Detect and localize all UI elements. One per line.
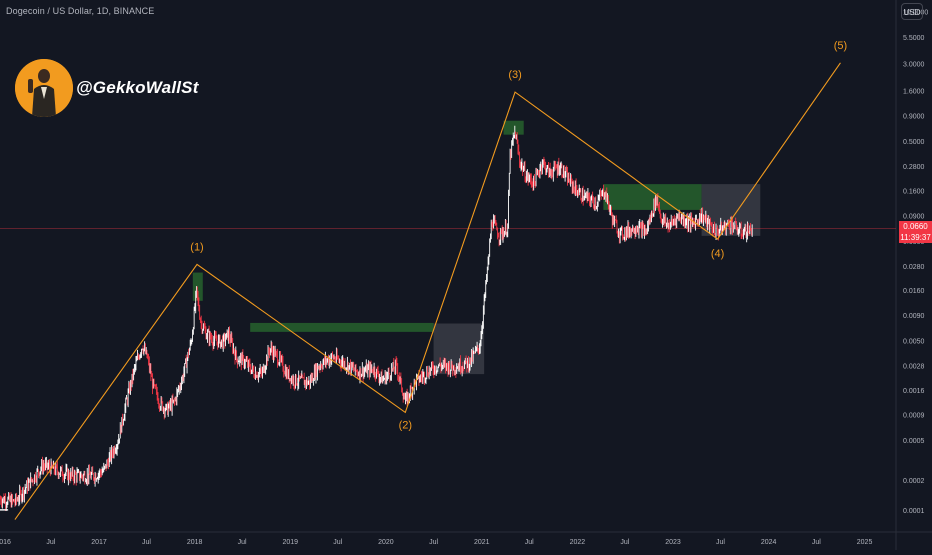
y-tick-label: 3.0000 <box>903 61 925 68</box>
x-tick-label: 2021 <box>474 539 490 546</box>
x-tick-label: 2020 <box>378 539 394 546</box>
y-tick-label: 0.0028 <box>903 364 925 371</box>
candle-countdown: 11:39:37 <box>900 233 931 242</box>
wave-label: (1) <box>190 241 203 253</box>
y-tick-label: 0.0160 <box>903 288 925 295</box>
x-tick-label: 2022 <box>570 539 586 546</box>
avatar-portrait-icon <box>15 59 73 117</box>
x-tick-label: Jul <box>429 539 438 546</box>
x-tick-label: Jul <box>525 539 534 546</box>
x-tick-label: 2018 <box>187 539 203 546</box>
y-tick-label: 10.0000 <box>903 9 928 16</box>
y-tick-label: 0.0005 <box>903 438 925 445</box>
y-tick-label: 0.9000 <box>903 114 925 121</box>
symbol-title: Dogecoin / US Dollar, 1D, BINANCE <box>6 6 155 16</box>
y-tick-label: 1.6000 <box>903 89 925 96</box>
last-price-value: 0.0660 <box>903 222 928 231</box>
y-tick-label: 0.0280 <box>903 264 925 271</box>
x-tick-label: Jul <box>46 539 55 546</box>
x-tick-label: 2024 <box>761 539 777 546</box>
wave-label: (2) <box>399 419 412 431</box>
elliott-wave-line <box>14 62 841 520</box>
y-tick-label: 0.2800 <box>903 164 925 171</box>
x-tick-label: Jul <box>333 539 342 546</box>
y-tick-label: 0.0050 <box>903 338 925 345</box>
x-tick-label: 2017 <box>91 539 107 546</box>
x-tick-label: Jul <box>716 539 725 546</box>
zone-green-1 <box>250 322 434 332</box>
y-tick-label: 0.0001 <box>903 508 925 515</box>
x-tick-label: 2019 <box>282 539 298 546</box>
x-tick-label: 2025 <box>857 539 873 546</box>
zone-green-4 <box>603 184 702 210</box>
wave-label: (4) <box>711 248 724 260</box>
last-price-badge: 0.0660 11:39:37 <box>899 221 932 243</box>
author-avatar <box>15 59 73 117</box>
wave-label: (5) <box>834 40 847 52</box>
author-handle: @GekkoWallSt <box>76 78 199 97</box>
x-tick-label: Jul <box>238 539 247 546</box>
x-tick-label: Jul <box>620 539 629 546</box>
y-tick-label: 0.0900 <box>903 213 925 220</box>
currency-button[interactable]: USD <box>901 3 923 20</box>
x-tick-label: 2023 <box>665 539 681 546</box>
y-tick-label: 5.5000 <box>903 35 925 42</box>
zone-green-3 <box>503 120 524 135</box>
x-tick-label: Jul <box>142 539 151 546</box>
x-tick-label: 2016 <box>0 539 11 546</box>
wave-label: (3) <box>508 69 521 81</box>
y-tick-label: 0.0009 <box>903 413 925 420</box>
y-tick-label: 0.0016 <box>903 388 925 395</box>
y-tick-label: 0.1600 <box>903 188 925 195</box>
y-tick-label: 0.5000 <box>903 139 925 146</box>
x-tick-label: Jul <box>812 539 821 546</box>
y-tick-label: 0.0090 <box>903 313 925 320</box>
zone-green-0 <box>192 272 203 301</box>
y-tick-label: 0.0002 <box>903 478 925 485</box>
